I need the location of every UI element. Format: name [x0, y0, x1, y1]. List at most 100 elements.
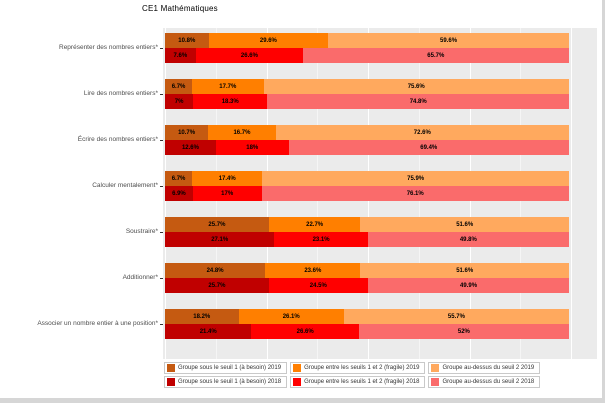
bar-segment: 59.6% [328, 33, 569, 48]
segment-value-label: 18.2% [193, 313, 211, 320]
bar-2019: 6.7% 17.7% 75.6% [165, 79, 597, 94]
segment-value-label: 6.7% [171, 175, 186, 182]
segment-value-label: 17% [221, 190, 234, 197]
legend-swatch [167, 364, 175, 372]
segment-value-label: 76.1% [406, 190, 424, 197]
bar-segment: 72.6% [275, 125, 569, 140]
legend-swatch [293, 364, 302, 372]
segment-value-label: 25.7% [208, 221, 226, 228]
bar-segment: 74.8% [267, 94, 570, 109]
segment-value-label: 26.1% [282, 313, 300, 320]
category-label: Représenter des nombres entiers* [59, 44, 158, 51]
segment-value-label: 6.9% [172, 190, 186, 197]
segment-value-label: 21.4% [199, 328, 217, 335]
segment-value-label: 49.9% [460, 282, 478, 289]
bar-segment: 16.7% [208, 125, 276, 140]
segment-value-label: 17.7% [219, 83, 237, 90]
bar-2018: 25.7% 24.5% 49.9% [165, 278, 597, 293]
bar-2019: 18.2% 26.1% 55.7% [165, 309, 597, 324]
bar-segment: 76.1% [261, 186, 569, 201]
bar-2019: 10.8% 29.6% 59.6% [165, 33, 597, 48]
bar-segment: 12.6% [165, 140, 216, 155]
legend-item: Groupe entre les seuils 1 et 2 (fragile)… [290, 362, 426, 374]
bar-2018: 12.6% 18% 69.4% [165, 140, 597, 155]
bar-segment: 6.9% [165, 186, 193, 201]
legend-swatch [431, 364, 440, 372]
axis-tick [160, 232, 163, 233]
segment-value-label: 7.6% [173, 52, 188, 59]
legend-item: Groupe sous le seuil 1 (à besoin) 2018 [164, 376, 288, 388]
bar-segment: 22.7% [268, 217, 361, 232]
bar-segment: 65.7% [303, 48, 569, 63]
legend-item: Groupe au-dessus du seuil 2 2019 [428, 362, 541, 374]
legend-label: Groupe au-dessus du seuil 2 2019 [442, 365, 535, 371]
bar-segment: 24.8% [165, 263, 266, 278]
category-label: Écrire des nombres entiers* [77, 136, 158, 143]
legend-label: Groupe entre les seuils 1 et 2 (fragile)… [304, 365, 420, 371]
bar-segment: 75.9% [262, 171, 569, 186]
bar-segment: 18.2% [165, 309, 239, 324]
legend-item: Groupe au-dessus du seuil 2 2018 [428, 376, 541, 388]
plot-panel: 10.8% 29.6% 59.6% 7.6% 26.6% 65.7% 6.7% 17.7% 75… [163, 28, 597, 359]
segment-value-label: 52% [457, 328, 470, 335]
bar-segment: 55.7% [343, 309, 569, 324]
bar-segment: 6.7% [165, 79, 193, 94]
bar-segment: 23.6% [265, 263, 361, 278]
legend-item: Groupe sous le seuil 1 (à besoin) 2019 [164, 362, 288, 374]
bar-segment: 24.5% [268, 278, 368, 293]
segment-value-label: 59.6% [440, 37, 458, 44]
category-label: Associer un nombre entier à une position… [37, 320, 158, 327]
legend-swatch [431, 378, 440, 386]
bar-segment: 7% [165, 94, 194, 109]
bar-segment: 51.6% [360, 217, 569, 232]
bar-segment: 21.4% [165, 324, 252, 339]
bar-segment: 26.1% [238, 309, 344, 324]
legend-label: Groupe au-dessus du seuil 2 2018 [442, 379, 535, 385]
legend-label: Groupe sous le seuil 1 (à besoin) 2019 [178, 365, 282, 371]
bar-2019: 25.7% 22.7% 51.6% [165, 217, 597, 232]
segment-value-label: 29.6% [259, 37, 277, 44]
bar-2018: 27.1% 23.1% 49.8% [165, 232, 597, 247]
segment-value-label: 49.8% [459, 236, 477, 243]
axis-tick [160, 278, 163, 279]
bar-segment: 27.1% [165, 232, 275, 247]
bar-segment: 18.3% [193, 94, 268, 109]
category-label: Calculer mentalement* [92, 182, 158, 189]
bar-segment: 7.6% [165, 48, 196, 63]
legend-item: Groupe entre les seuils 1 et 2 (fragile)… [290, 376, 426, 388]
category-label: Lire des nombres entiers* [83, 90, 158, 97]
segment-value-label: 51.6% [456, 267, 474, 274]
bar-2018: 7.6% 26.6% 65.7% [165, 48, 597, 63]
segment-value-label: 75.9% [407, 175, 425, 182]
bar-segment: 10.8% [165, 33, 209, 48]
bar-segment: 25.7% [165, 217, 269, 232]
axis-tick [160, 324, 163, 325]
segment-value-label: 26.6% [296, 328, 314, 335]
bar-2019: 24.8% 23.6% 51.6% [165, 263, 597, 278]
legend-swatch [167, 378, 175, 386]
bar-2018: 6.9% 17% 76.1% [165, 186, 597, 201]
bar-segment: 26.6% [251, 324, 359, 339]
segment-value-label: 6.7% [171, 83, 186, 90]
segment-value-label: 22.7% [306, 221, 324, 228]
bar-segment: 17% [192, 186, 262, 201]
bar-segment: 26.6% [195, 48, 304, 63]
segment-value-label: 75.6% [407, 83, 425, 90]
segment-value-label: 18% [246, 144, 259, 151]
bar-segment: 49.8% [367, 232, 569, 247]
segment-value-label: 24.8% [206, 267, 224, 274]
gridline [570, 28, 572, 359]
bar-segment: 17.4% [192, 171, 263, 186]
segment-value-label: 24.5% [309, 282, 327, 289]
segment-value-label: 17.4% [218, 175, 236, 182]
segment-value-label: 72.6% [413, 129, 431, 136]
legend: Groupe sous le seuil 1 (à besoin) 2019 Gr… [164, 362, 541, 388]
segment-value-label: 7% [174, 98, 184, 105]
bar-2019: 10.7% 16.7% 72.6% [165, 125, 597, 140]
bar-segment: 52% [358, 324, 569, 339]
segment-value-label: 55.7% [447, 313, 465, 320]
bar-segment: 18% [215, 140, 289, 155]
segment-value-label: 74.8% [409, 98, 427, 105]
chart-title: CE1 Mathématiques [142, 4, 218, 13]
